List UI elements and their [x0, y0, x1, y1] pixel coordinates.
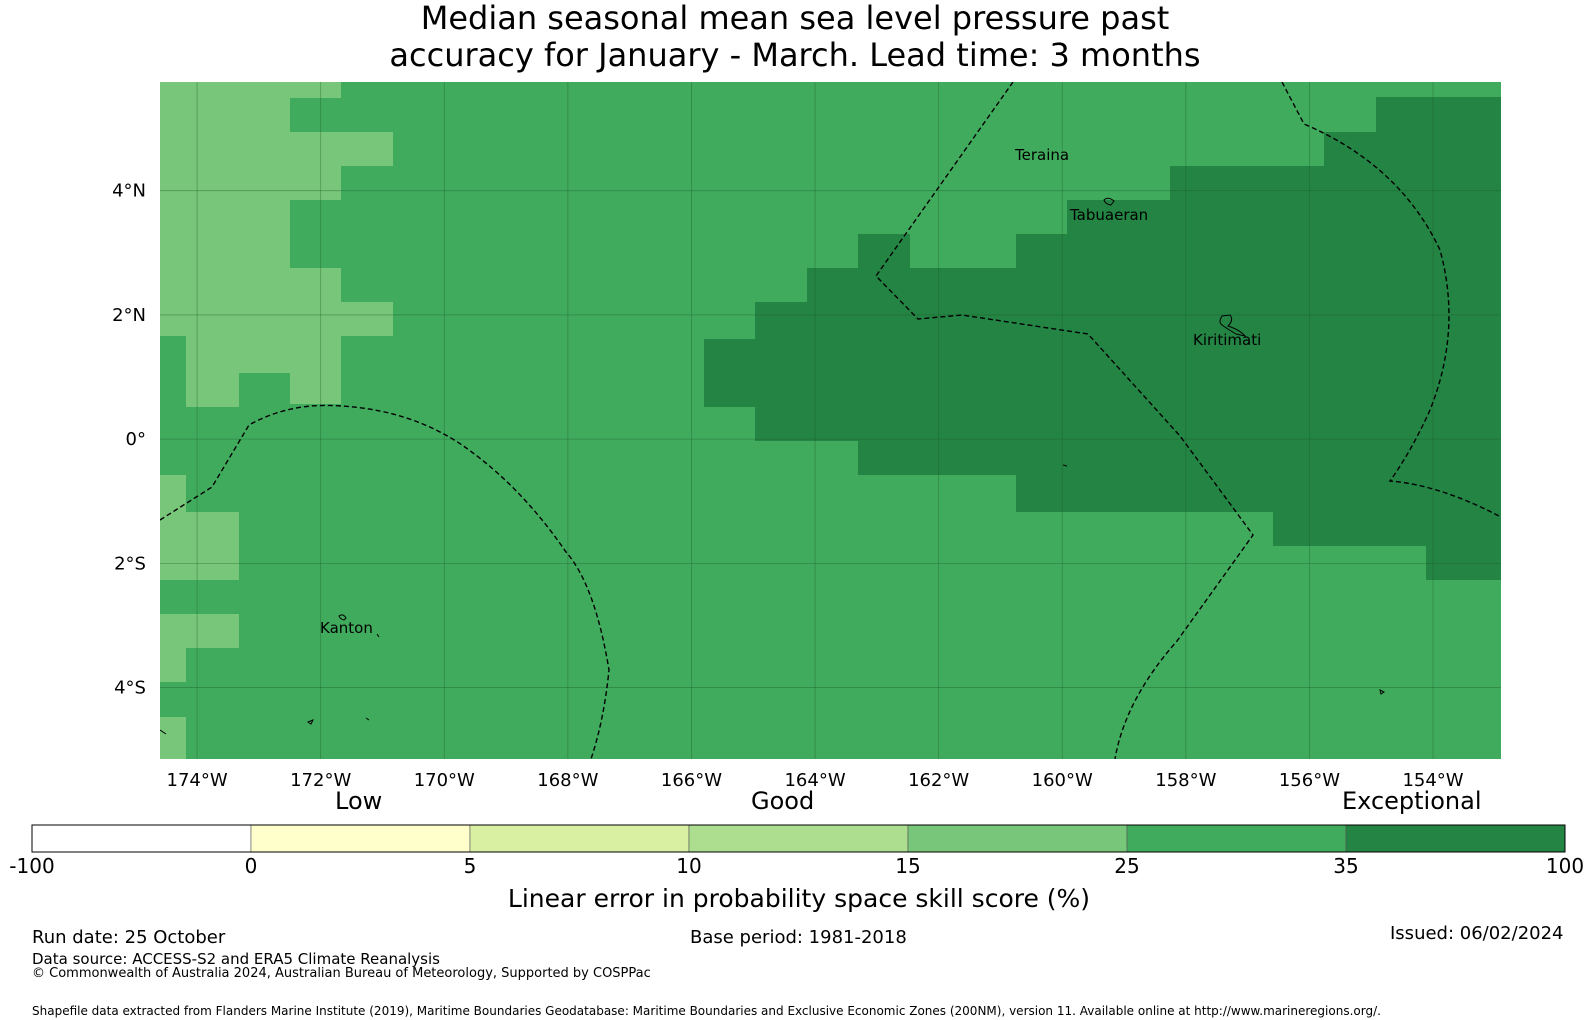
longitude-tick-label: 166°W: [661, 770, 722, 791]
colorbar-tick-label: 0: [244, 854, 258, 878]
place-label-kanton: Kanton: [320, 619, 373, 637]
maritime-boundaries: [160, 82, 1501, 759]
longitude-tick-label: 158°W: [1155, 770, 1216, 791]
colorbar-tick-label: 100: [1545, 854, 1585, 878]
category-label-good: Good: [751, 787, 815, 815]
colorbar-segment: [1345, 824, 1566, 853]
data-source: Data source: ACCESS-S2 and ERA5 Climate …: [32, 950, 440, 968]
kiritimati-island-outline: [1219, 314, 1247, 337]
category-label-low: Low: [335, 787, 383, 815]
skill-region-35-100: [704, 97, 1501, 580]
longitude-tick-label: 168°W: [537, 770, 598, 791]
category-label-exceptional: Exceptional: [1342, 787, 1482, 815]
base-period: Base period: 1981-2018: [690, 927, 907, 948]
tabuaeran-island-outline: [1103, 197, 1115, 206]
colorbar-tick-label: 35: [1333, 854, 1359, 878]
longitude-tick-label: 174°W: [167, 770, 228, 791]
longitude-tick-label: 170°W: [414, 770, 475, 791]
kanton-island-outline: [338, 614, 347, 621]
longitude-tick-label: 160°W: [1032, 770, 1093, 791]
copyright-notice: © Commonwealth of Australia 2024, Austra…: [32, 966, 651, 981]
map-title-line-2: accuracy for January - March. Lead time:…: [389, 36, 1201, 74]
colorbar-segment: [31, 824, 252, 853]
run-date: Run date: 25 October: [32, 927, 226, 948]
colorbar-segment: [688, 824, 909, 853]
map-gridlines: [160, 82, 1501, 759]
shapefile-credit: Shapefile data extracted from Flanders M…: [32, 1004, 1381, 1018]
skill-region-15-25: [160, 82, 393, 759]
colorbar-segment: [250, 824, 471, 853]
latitude-tick-label: 0°: [126, 429, 146, 450]
latitude-tick-label: 4°N: [112, 181, 146, 202]
place-label-teraina: Teraina: [1014, 146, 1069, 164]
place-label-tabuaeran: Tabuaeran: [1069, 206, 1148, 224]
map-title-line-1: Median seasonal mean sea level pressure …: [420, 0, 1170, 37]
longitude-tick-label: 162°W: [908, 770, 969, 791]
colorbar-segment: [1126, 824, 1347, 853]
longitude-tick-label: 172°W: [290, 770, 351, 791]
colorbar-tick-label: 5: [463, 854, 477, 878]
colorbar-frame: [31, 824, 1566, 853]
latitude-tick-label: 4°S: [114, 678, 146, 699]
colorbar-segment: [469, 824, 690, 853]
colorbar-tick-label: 15: [895, 854, 921, 878]
place-label-kiritimati: Kiritimati: [1193, 331, 1261, 349]
latitude-tick-label: 2°N: [112, 305, 146, 326]
island-outlines: [160, 197, 1385, 735]
colorbar-tick-label: 10: [676, 854, 702, 878]
colorbar-segment: [907, 824, 1128, 853]
longitude-tick-label: 154°W: [1402, 770, 1463, 791]
issued-date: Issued: 06/02/2024: [1390, 923, 1564, 944]
colorbar-label: Linear error in probability space skill …: [507, 884, 1091, 913]
colorbar: [31, 824, 1566, 853]
latitude-tick-label: 2°S: [114, 553, 146, 574]
colorbar-tick-label: 25: [1114, 854, 1140, 878]
longitude-tick-label: 156°W: [1279, 770, 1340, 791]
colorbar-tick-label: -100: [9, 854, 55, 878]
longitude-tick-label: 164°W: [784, 770, 845, 791]
